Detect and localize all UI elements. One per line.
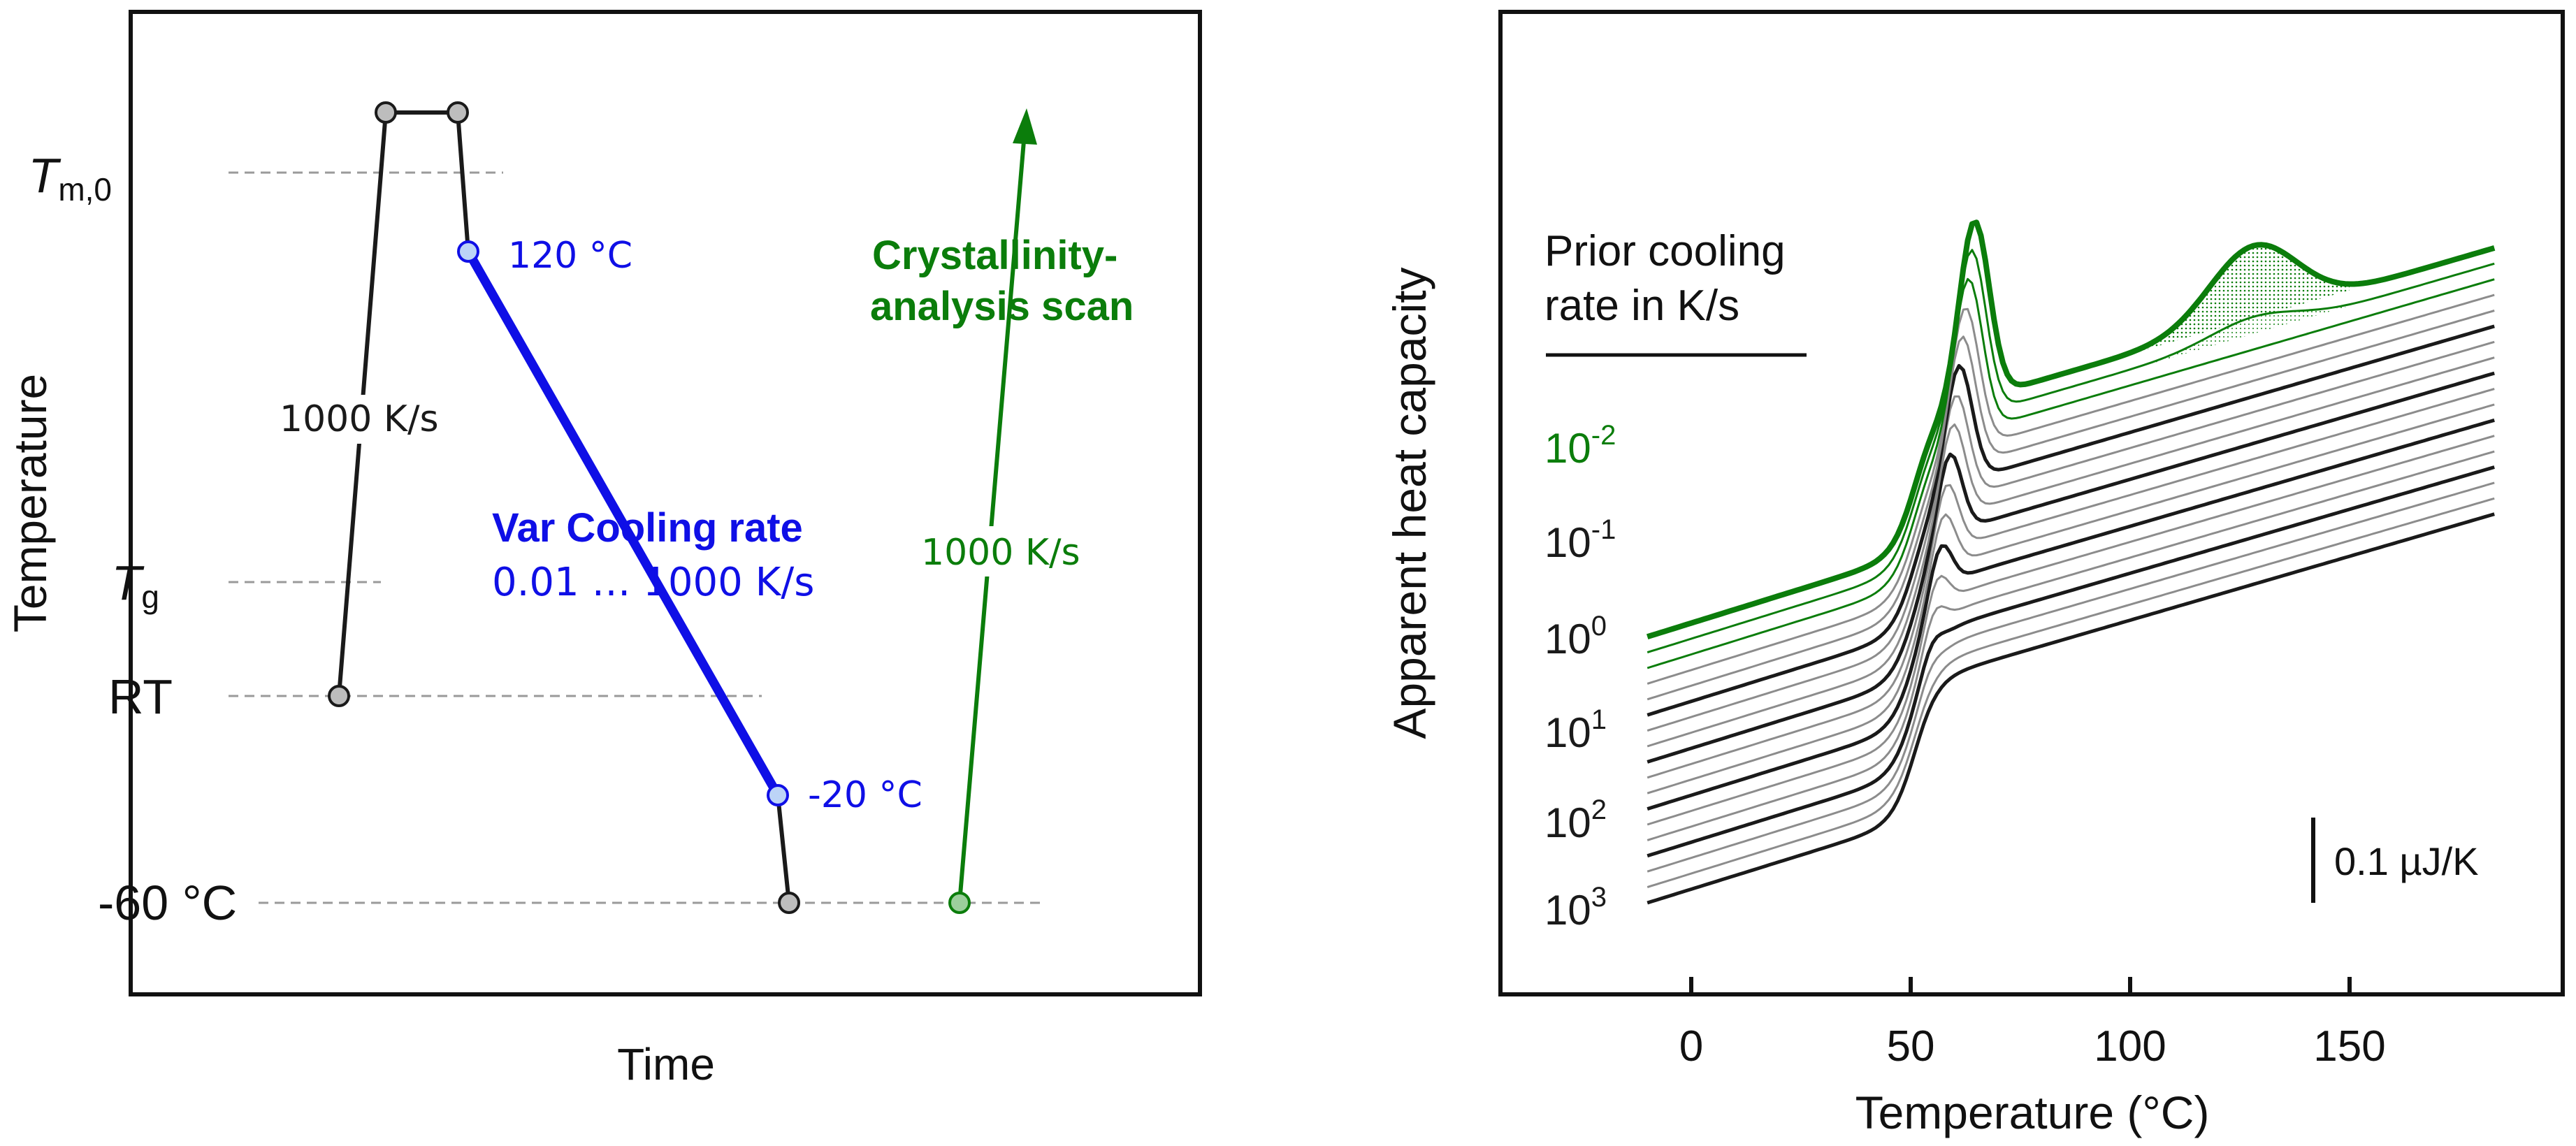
scan-line xyxy=(957,132,1027,904)
left-ylabel: Temperature xyxy=(4,374,56,633)
curve-c3 xyxy=(1647,481,2495,873)
curve-10^0 xyxy=(1647,371,2495,764)
t120-label: 120 °C xyxy=(508,235,632,277)
shaded-areas xyxy=(2130,245,2350,370)
curve-c12 xyxy=(1647,340,2495,732)
curve-c6 xyxy=(1647,435,2495,826)
rate-labels: 10-2 10-1 100 101 102 103 xyxy=(1544,420,1616,934)
curve-c8 xyxy=(1647,403,2495,795)
rate-label-1: 101 xyxy=(1544,704,1607,756)
marker-rt xyxy=(328,685,350,707)
curve-c17 xyxy=(1647,249,2495,654)
x-ticks: 0 50 100 150 xyxy=(1679,977,2386,1071)
marker-120 xyxy=(457,240,479,263)
scan-title-1: Crystallinity- xyxy=(872,233,1117,278)
left-frame xyxy=(129,10,1202,996)
tm0-sym: T xyxy=(29,148,61,203)
marker-scan-start xyxy=(948,892,971,914)
heat-rate-backdrop xyxy=(273,395,454,444)
curve-c14 xyxy=(1647,310,2495,701)
scan-title-2: analysis scan xyxy=(870,284,1134,329)
marker-top-left xyxy=(375,101,397,124)
rate-base-1: 10 xyxy=(1544,709,1591,756)
tm0-sub: m,0 xyxy=(58,171,112,208)
scan-rate-label: 1000 K/s xyxy=(921,532,1080,574)
rate-base-0: 10 xyxy=(1544,616,1591,662)
curve-10^-2 xyxy=(1646,219,2496,640)
right-frame xyxy=(1498,10,2565,996)
scale-bar-label: 0.1 µJ/K xyxy=(2334,839,2479,883)
left-panel: Tm,0 Tg RT -60 °C Temperature Time 1000 … xyxy=(4,10,1202,1089)
tm0-label: Tm,0 xyxy=(29,148,112,208)
curves xyxy=(1646,219,2496,905)
marker-m60 xyxy=(778,892,800,914)
tg-sub: g xyxy=(141,579,159,615)
curve-c11 xyxy=(1647,356,2495,748)
cooling-title: Var Cooling rate xyxy=(492,505,803,551)
shade-10^-2 xyxy=(2130,245,2350,354)
rate-base-m1: 10 xyxy=(1544,519,1591,566)
rate-exp-2: 2 xyxy=(1591,795,1607,825)
right-panel: 0 50 100 150 Temperature (°C) Apparent heat… xyxy=(1384,10,2565,1138)
heat-rate-label: 1000 K/s xyxy=(280,398,439,440)
curve-c15 xyxy=(1647,293,2495,685)
scan-arrowhead xyxy=(1013,108,1037,145)
legend-line-2: rate in K/s xyxy=(1544,282,1739,330)
quench-line xyxy=(776,795,791,904)
curve-c9 xyxy=(1647,388,2495,779)
rate-exp-m1: -1 xyxy=(1591,514,1616,545)
rate-base-3: 10 xyxy=(1544,887,1591,934)
left-xlabel: Time xyxy=(617,1039,715,1089)
x-tick-label-50: 50 xyxy=(1887,1022,1935,1071)
rt-label: RT xyxy=(108,669,173,724)
curve-c2 xyxy=(1647,497,2495,889)
rate-exp-m2: -2 xyxy=(1591,420,1616,451)
right-ylabel: Apparent heat capacity xyxy=(1384,267,1435,739)
curve-10^3 xyxy=(1647,512,2495,905)
rate-label-0: 100 xyxy=(1544,611,1607,662)
curve-c16 xyxy=(1647,277,2495,669)
curve-10^1 xyxy=(1647,418,2495,811)
x-tick-label-150: 150 xyxy=(2313,1022,2385,1071)
x-tick-label-0: 0 xyxy=(1679,1022,1703,1071)
rate-exp-1: 1 xyxy=(1591,704,1607,735)
rate-label-2: 102 xyxy=(1544,795,1607,846)
marker-top-right xyxy=(447,101,469,124)
tm20-label: -20 °C xyxy=(808,774,922,816)
curve-10^2 xyxy=(1647,465,2495,858)
right-xlabel: Temperature (°C) xyxy=(1855,1087,2210,1138)
x-tick-label-100: 100 xyxy=(2094,1022,2166,1071)
cooling-range: 0.01 … 1000 K/s xyxy=(492,560,814,605)
rate-base-2: 10 xyxy=(1544,799,1591,846)
rate-exp-3: 3 xyxy=(1591,882,1607,913)
m60-label: -60 °C xyxy=(98,876,237,930)
curve-10^-1 xyxy=(1647,324,2495,717)
rate-label-m2: 10-2 xyxy=(1544,420,1616,472)
shade-c17 xyxy=(2130,304,2350,370)
rate-label-3: 103 xyxy=(1544,882,1607,934)
tg-label: Tg xyxy=(112,556,159,615)
legend-line-1: Prior cooling xyxy=(1544,227,1786,275)
cooling-line xyxy=(463,247,783,800)
tg-sym: T xyxy=(112,556,145,610)
rate-exp-0: 0 xyxy=(1591,611,1607,641)
rate-base-m2: 10 xyxy=(1544,425,1591,472)
rate-label-m1: 10-1 xyxy=(1544,514,1616,566)
marker-m20 xyxy=(767,784,789,806)
curve-c5 xyxy=(1647,450,2495,841)
scan-rate-backdrop xyxy=(912,526,1101,576)
